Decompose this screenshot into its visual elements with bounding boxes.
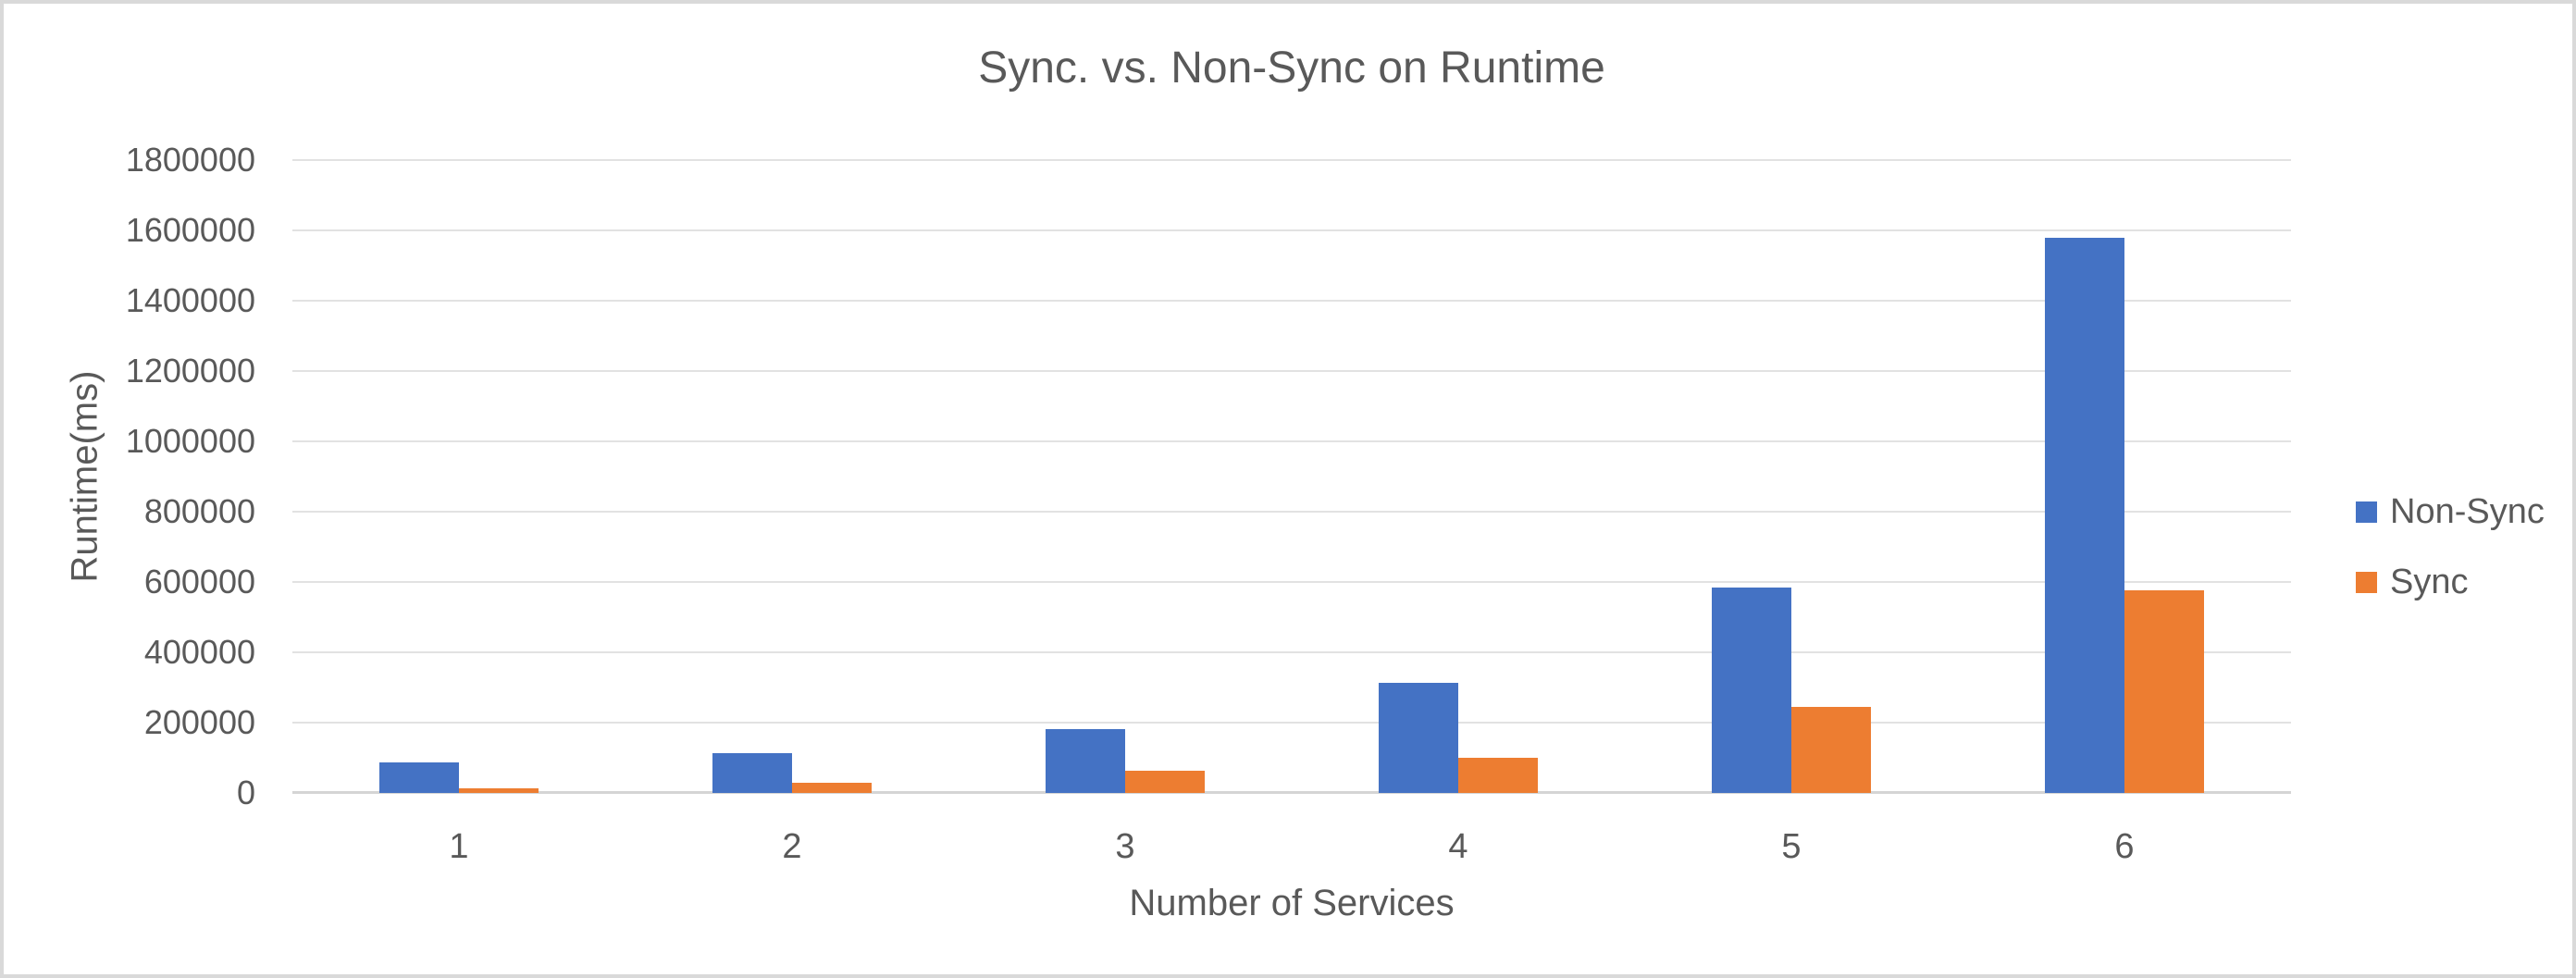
y-tick-label: 1400000: [125, 281, 255, 319]
x-tick-label: 6: [2114, 827, 2135, 866]
legend-item-non-sync: Non-Sync: [2356, 491, 2545, 532]
x-tick-label: 1: [449, 827, 469, 866]
x-axis-line: [292, 791, 2291, 794]
legend-swatch-non-sync: [2356, 501, 2377, 523]
y-tick-label: 0: [236, 774, 255, 811]
bar-sync-6: [2124, 589, 2204, 793]
chart-title: Sync. vs. Non-Sync on Runtime: [978, 43, 1605, 93]
gridline: [292, 581, 2291, 583]
x-tick-label: 5: [1781, 827, 1802, 866]
y-tick-label: 1000000: [125, 422, 255, 460]
gridline: [292, 229, 2291, 231]
gridline: [292, 651, 2291, 653]
y-tick-label: 1800000: [125, 141, 255, 179]
gridline: [292, 722, 2291, 724]
bar-sync-4: [1458, 758, 1538, 793]
x-tick-label: 2: [782, 827, 802, 866]
y-tick-label: 1600000: [125, 211, 255, 249]
bar-non-sync-6: [2045, 238, 2124, 793]
gridline: [292, 511, 2291, 513]
y-tick-label: 400000: [143, 633, 255, 671]
gridline: [292, 440, 2291, 442]
legend-swatch-sync: [2356, 571, 2377, 593]
x-tick-label: 3: [1115, 827, 1135, 866]
bar-non-sync-3: [1046, 728, 1125, 793]
legend-item-sync: Sync: [2356, 562, 2468, 602]
y-axis-tick-labels: 0 200000 400000 600000 800000 1000000 1200000 1…: [4, 141, 255, 811]
x-axis-tick-labels: 1 2 3 4 5 6: [292, 823, 2291, 871]
plot-area: [292, 159, 2291, 794]
y-tick-label: 800000: [143, 492, 255, 530]
bar-sync-1: [459, 787, 539, 793]
bar-sync-3: [1125, 770, 1205, 793]
legend-label-non-sync: Non-Sync: [2390, 491, 2545, 531]
bar-non-sync-5: [1712, 587, 1791, 793]
gridline: [292, 370, 2291, 372]
bar-non-sync-4: [1379, 682, 1458, 793]
bar-non-sync-1: [379, 762, 459, 793]
x-axis-title: Number of Services: [1129, 883, 1455, 923]
bar-sync-5: [1791, 707, 1871, 793]
bar-sync-2: [792, 782, 872, 793]
y-tick-label: 1200000: [125, 352, 255, 390]
y-tick-label: 200000: [143, 703, 255, 741]
legend-label-sync: Sync: [2390, 562, 2469, 601]
bar-non-sync-2: [712, 752, 792, 793]
y-tick-label: 600000: [143, 563, 255, 600]
x-tick-label: 4: [1448, 827, 1468, 866]
gridline: [292, 159, 2291, 161]
gridline: [292, 300, 2291, 302]
